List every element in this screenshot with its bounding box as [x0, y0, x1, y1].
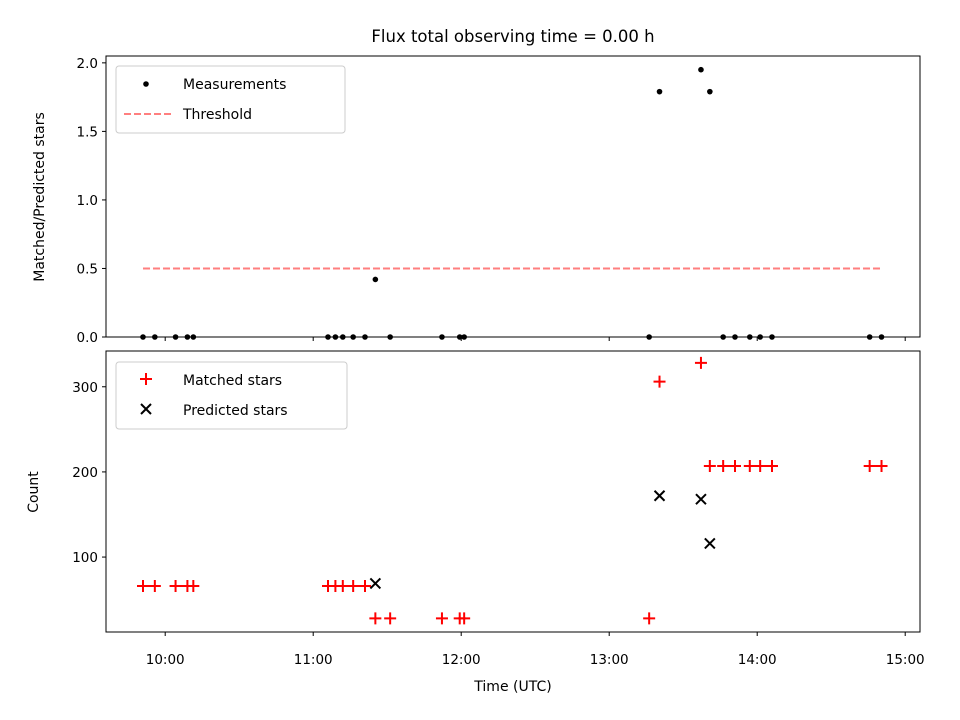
- matched-star-point: [369, 612, 382, 625]
- axes-frame: [105, 55, 921, 338]
- matched-star-point: [384, 612, 397, 625]
- y-tick-label: 300: [72, 380, 98, 396]
- matched-star-point: [347, 580, 360, 593]
- measurement-point: [698, 66, 704, 73]
- legend-matched-marker: [140, 373, 152, 385]
- axes-frame: [105, 350, 921, 633]
- matched-star-point: [435, 612, 448, 625]
- matched-star-point: [336, 580, 349, 593]
- x-tick-label: 11:00: [294, 652, 333, 668]
- predicted-star-point: [704, 537, 716, 550]
- matched-star-point: [148, 580, 161, 593]
- x-tick-label: 15:00: [886, 652, 925, 668]
- y-tick-label: 100: [72, 550, 98, 566]
- matched-star-point: [187, 580, 200, 593]
- bottom-legend: Matched stars Predicted stars: [115, 361, 348, 430]
- matched-star-point: [653, 375, 666, 388]
- y-tick-label: 2.0: [77, 56, 98, 72]
- y-tick-label: 1.5: [77, 124, 98, 140]
- legend-predicted-label: Predicted stars: [183, 403, 288, 419]
- top-legend-frame: [115, 65, 346, 134]
- matched-star-point: [169, 580, 182, 593]
- matched-star-point: [458, 612, 471, 625]
- matched-star-point: [754, 459, 767, 472]
- matched-star-point: [766, 459, 778, 472]
- matched-star-point: [729, 459, 741, 472]
- predicted-star-point: [653, 490, 666, 502]
- measurement-point: [656, 88, 663, 95]
- x-tick-label: 13:00: [590, 652, 629, 668]
- matched-star-point: [717, 459, 730, 472]
- x-tick-label: 10:00: [146, 652, 185, 668]
- matched-star-point: [863, 459, 876, 472]
- x-axis-label: Time (UTC): [473, 679, 551, 695]
- legend-predicted-marker: [140, 403, 152, 415]
- x-tick-label: 14:00: [738, 652, 777, 668]
- legend-measurements-label: Measurements: [183, 77, 286, 93]
- legend-measurements-marker: [143, 81, 149, 87]
- y-tick-label: 1.0: [77, 193, 98, 209]
- matched-star-point: [694, 356, 707, 369]
- measurement-point: [707, 88, 713, 95]
- matched-star-point: [703, 459, 716, 472]
- predicted-star-point: [369, 577, 382, 590]
- matched-star-point: [137, 580, 149, 593]
- matched-star-point: [643, 612, 656, 625]
- y-tick-label: 200: [72, 465, 98, 481]
- x-tick-label: 12:00: [442, 652, 481, 668]
- bottom-y-axis-label: Count: [26, 471, 42, 513]
- top-legend: Measurements Threshold: [115, 65, 346, 134]
- top-panel: 0.0 0.5 1.0 1.5 2.0: [77, 55, 921, 346]
- measurement-point: [372, 276, 379, 283]
- matched-star-point: [743, 459, 756, 472]
- matched-star-point: [359, 580, 371, 593]
- legend-matched-label: Matched stars: [183, 373, 282, 389]
- matched-star-point: [875, 459, 888, 472]
- y-tick-label: 0.5: [77, 261, 98, 277]
- predicted-star-point: [695, 493, 707, 505]
- bottom-legend-frame: [115, 361, 348, 430]
- y-tick-label: 0.0: [77, 330, 98, 346]
- bottom-panel: 100 200 300 10:00 11:00 12:00 13:00 14:00 15:00: [72, 350, 925, 668]
- top-y-axis-label: Matched/Predicted stars: [32, 112, 48, 282]
- chart-title: Flux total observing time = 0.00 h: [371, 27, 654, 46]
- legend-threshold-label: Threshold: [182, 107, 252, 123]
